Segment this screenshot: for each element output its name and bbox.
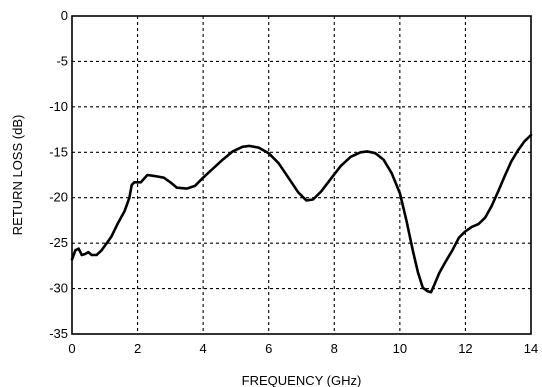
x-tick-label: 4 bbox=[200, 341, 207, 356]
y-tick-label: -25 bbox=[49, 235, 68, 250]
x-tick-labels: 0 2 4 6 8 10 12 14 bbox=[68, 341, 538, 356]
x-axis-label: FREQUENCY (GHz) bbox=[242, 373, 362, 387]
x-tick-label: 0 bbox=[68, 341, 75, 356]
y-tick-label: -30 bbox=[49, 281, 68, 296]
y-tick-label: -20 bbox=[49, 190, 68, 205]
x-tick-label: 2 bbox=[134, 341, 141, 356]
y-axis-label: RETURN LOSS (dB) bbox=[10, 115, 25, 236]
grid-lines bbox=[72, 16, 531, 334]
x-tick-label: 14 bbox=[524, 341, 538, 356]
y-tick-label: -35 bbox=[49, 326, 68, 341]
y-tick-label: -5 bbox=[56, 53, 68, 68]
y-tick-label: -15 bbox=[49, 144, 68, 159]
y-tick-label: -10 bbox=[49, 99, 68, 114]
y-tick-label: 0 bbox=[61, 8, 68, 23]
x-tick-label: 6 bbox=[265, 341, 272, 356]
plot-frame bbox=[71, 15, 532, 335]
series-layer bbox=[70, 133, 533, 294]
return-loss-line bbox=[70, 133, 533, 294]
x-tick-label: 10 bbox=[393, 341, 407, 356]
x-tick-label: 12 bbox=[458, 341, 472, 356]
y-tick-labels: 0 -5 -10 -15 -20 -25 -30 -35 bbox=[49, 8, 68, 341]
x-tick-label: 8 bbox=[331, 341, 338, 356]
